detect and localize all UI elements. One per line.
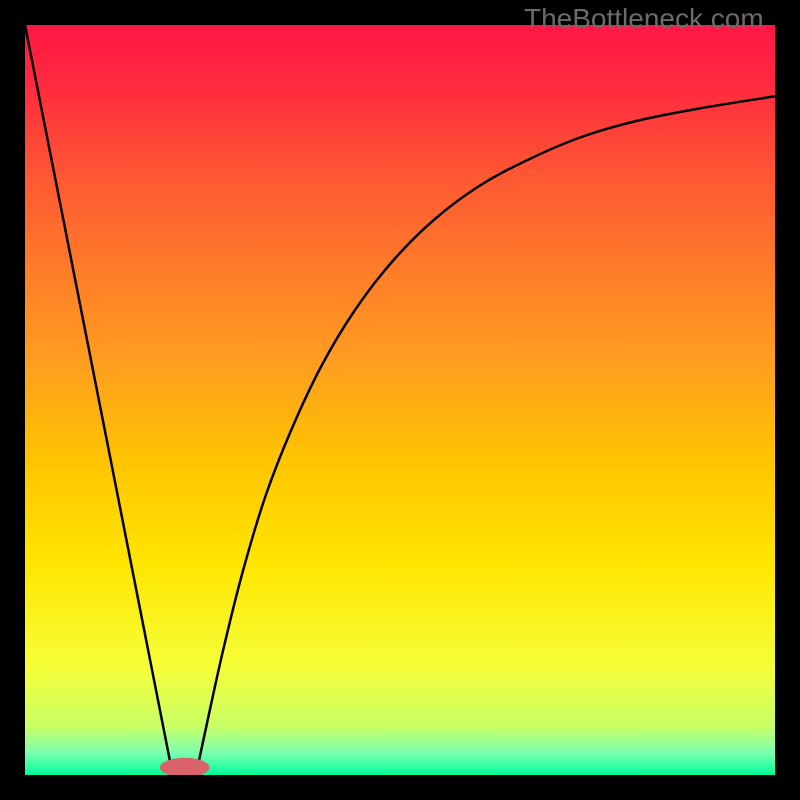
gradient-background [25, 25, 775, 775]
watermark-text: TheBottleneck.com [524, 3, 764, 35]
plot-area [25, 25, 775, 775]
chart-container: TheBottleneck.com [0, 0, 800, 800]
